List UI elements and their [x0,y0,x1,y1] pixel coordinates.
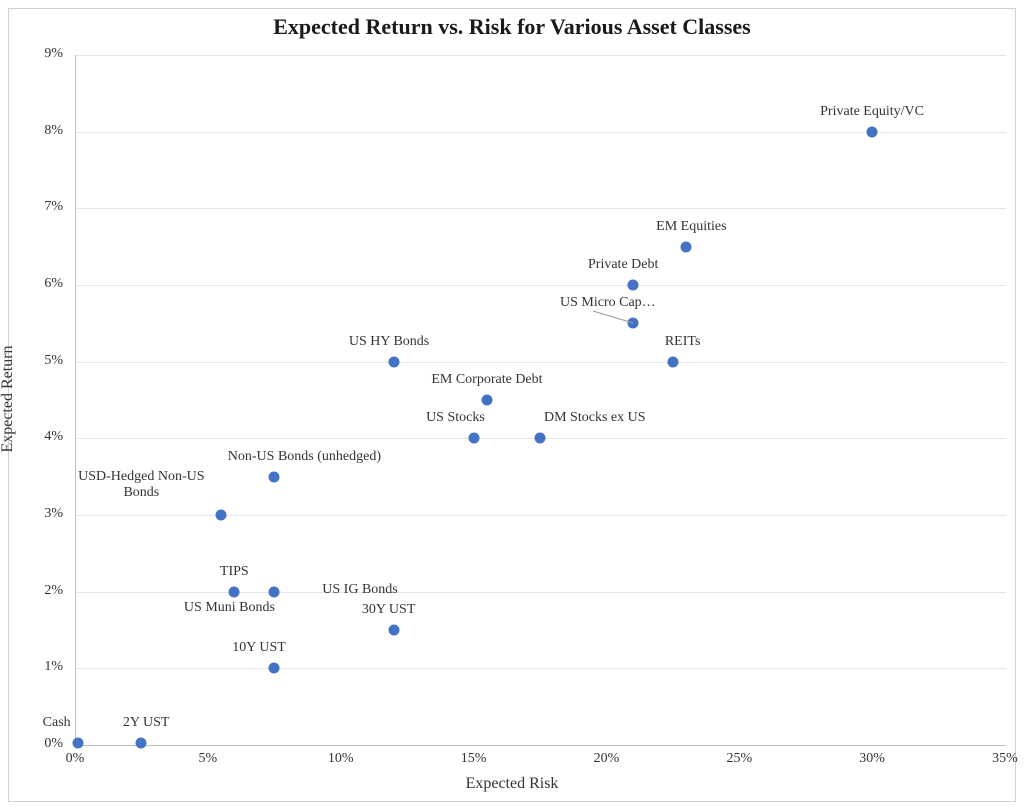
plot-area [75,55,1006,746]
data-point [216,510,227,521]
x-tick-label: 25% [709,751,769,767]
data-label: REITs [665,334,701,350]
chart-title: Expected Return vs. Risk for Various Ass… [0,14,1024,40]
y-tick-label: 5% [0,353,63,369]
data-point [681,241,692,252]
gridline-y [76,55,1006,56]
data-point [72,738,83,749]
data-point [468,433,479,444]
y-tick-label: 2% [0,583,63,599]
y-tick-label: 6% [0,276,63,292]
y-tick-label: 1% [0,659,63,675]
x-tick-label: 10% [311,751,371,767]
y-tick-label: 8% [0,123,63,139]
data-label: Cash [43,715,71,731]
x-tick-label: 30% [842,751,902,767]
data-label: US Micro Cap… [560,295,656,311]
data-point [628,318,639,329]
data-label: Non-US Bonds (unhedged) [228,449,381,465]
data-point [628,280,639,291]
data-label: 30Y UST [362,602,416,618]
data-label: 10Y UST [232,640,286,656]
x-tick-label: 0% [45,751,105,767]
x-axis-title: Expected Risk [0,775,1024,793]
data-label: USD-Hedged Non-USBonds [78,469,204,501]
data-label: DM Stocks ex US [544,410,646,426]
y-tick-label: 4% [0,429,63,445]
x-tick-label: 35% [975,751,1024,767]
data-label: 2Y UST [123,715,170,731]
data-label: Private Debt [588,257,658,273]
data-point [269,471,280,482]
gridline-y [76,592,1006,593]
data-point [667,356,678,367]
x-tick-label: 5% [178,751,238,767]
data-label: US Muni Bonds [184,600,275,616]
gridline-y [76,285,1006,286]
data-point [388,625,399,636]
gridline-y [76,362,1006,363]
data-point [388,356,399,367]
y-tick-label: 7% [0,199,63,215]
gridline-y [76,668,1006,669]
data-label: EM Corporate Debt [431,372,542,388]
x-tick-label: 15% [444,751,504,767]
data-point [136,738,147,749]
data-label: US Stocks [426,410,485,426]
data-point [269,663,280,674]
data-label: US HY Bonds [349,334,429,350]
y-tick-label: 0% [0,736,63,752]
y-tick-label: 9% [0,46,63,62]
x-tick-label: 20% [576,751,636,767]
chart-container: Expected Return vs. Risk for Various Ass… [0,0,1024,810]
data-label: US IG Bonds [322,582,397,598]
gridline-y [76,208,1006,209]
data-point [269,586,280,597]
data-point [867,126,878,137]
data-label: TIPS [220,564,249,580]
data-label: EM Equities [656,219,726,235]
y-tick-label: 3% [0,506,63,522]
data-point [535,433,546,444]
data-point [229,586,240,597]
data-label: Private Equity/VC [820,104,924,120]
data-point [481,395,492,406]
